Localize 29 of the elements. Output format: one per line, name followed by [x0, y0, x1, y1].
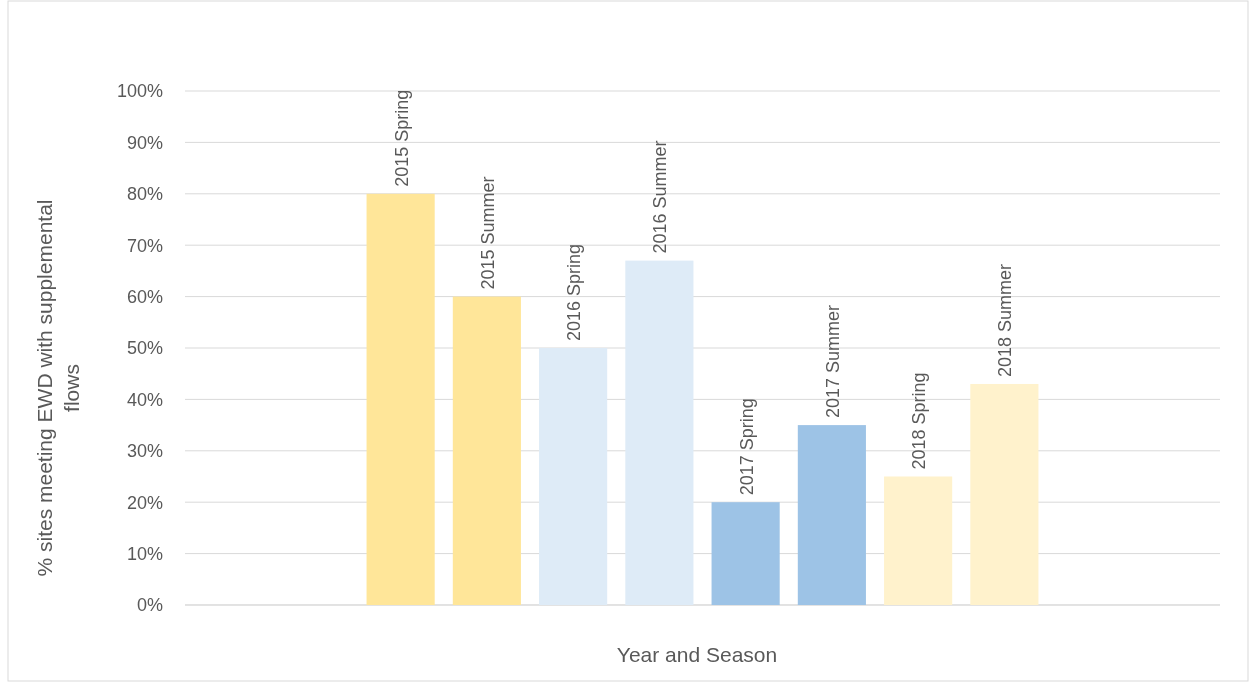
bar: [625, 260, 694, 605]
y-tick-label: 70%: [126, 235, 163, 256]
bar: [970, 383, 1039, 605]
y-tick-label: 50%: [126, 338, 163, 359]
y-tick-label: 10%: [126, 543, 163, 564]
bar: [452, 296, 521, 605]
y-tick-label: 20%: [126, 492, 163, 513]
y-tick-label: 0%: [136, 595, 163, 616]
x-tick-label: 2018 Summer: [995, 263, 1016, 377]
x-tick-label: 2015 Spring: [391, 89, 412, 187]
x-tick-label: 2017 Spring: [736, 398, 757, 496]
x-axis-title: Year and Season: [616, 643, 778, 666]
y-tick-label: 80%: [126, 184, 163, 205]
x-tick-label: 2017 Summer: [822, 305, 843, 419]
x-tick-label: 2018 Spring: [909, 372, 930, 470]
y-tick-label: 30%: [126, 441, 163, 462]
bar: [884, 476, 953, 605]
bar: [539, 348, 608, 605]
x-tick-label: 2016 Summer: [650, 140, 671, 254]
bar: [797, 425, 866, 605]
y-tick-label: 100%: [116, 81, 163, 102]
y-tick-label: 60%: [126, 286, 163, 307]
bar: [711, 502, 780, 605]
y-tick-label: 90%: [126, 132, 163, 153]
y-tick-label: 40%: [126, 389, 163, 410]
bar: [366, 193, 435, 605]
x-tick-label: 2015 Summer: [477, 176, 498, 290]
x-tick-label: 2016 Spring: [564, 243, 585, 341]
y-axis-title: % sites meeting EWD with supplemental flows: [33, 199, 83, 577]
